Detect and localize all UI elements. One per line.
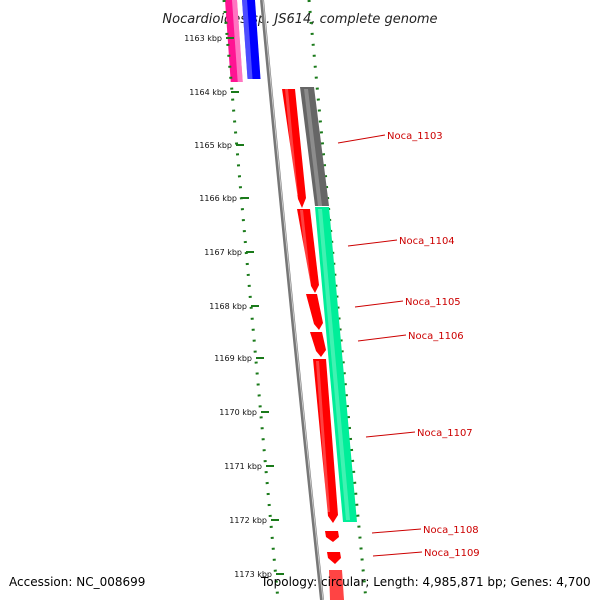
blue-feature-highlight bbox=[242, 0, 253, 79]
tick-label: 1171 kbp bbox=[224, 462, 262, 471]
gene-grey-feature[interactable] bbox=[300, 87, 329, 206]
gene-label[interactable]: Noca_1109 bbox=[424, 548, 480, 559]
cds-arrow[interactable] bbox=[329, 570, 344, 600]
tick-marks: 1163 kbp 1164 kbp 1165 kbp 1166 kbp 1167 kbp… bbox=[184, 34, 284, 579]
gene-green-feature[interactable] bbox=[315, 207, 357, 522]
accession-text: Accession: NC_008699 bbox=[9, 575, 146, 589]
gene-label[interactable]: Noca_1108 bbox=[423, 525, 479, 536]
gc-dotted-line-left bbox=[222, 0, 280, 600]
cds-arrow[interactable] bbox=[327, 552, 341, 564]
feature-highlight bbox=[285, 89, 298, 195]
magenta-feature-highlight bbox=[232, 0, 243, 82]
feature-highlight bbox=[316, 361, 330, 512]
callout-line bbox=[365, 431, 416, 438]
cds-arrow[interactable] bbox=[282, 89, 306, 208]
tick-label: 1173 kbp bbox=[234, 570, 272, 579]
cds-arrow[interactable] bbox=[306, 294, 323, 330]
tick-label: 1166 kbp bbox=[199, 194, 237, 203]
tick-label: 1169 kbp bbox=[214, 354, 252, 363]
backbone-highlight bbox=[262, 0, 324, 600]
gene-label[interactable]: Noca_1104 bbox=[399, 236, 455, 247]
top-features bbox=[225, 0, 261, 82]
gene-label[interactable]: Noca_1107 bbox=[417, 428, 473, 439]
cds-arrow[interactable] bbox=[313, 359, 338, 523]
callout-line bbox=[357, 334, 407, 342]
callout-line bbox=[347, 239, 398, 247]
tick-label: 1165 kbp bbox=[194, 141, 232, 150]
tick-label: 1167 kbp bbox=[204, 248, 242, 257]
gene-features bbox=[282, 87, 357, 600]
gene-label[interactable]: Noca_1105 bbox=[405, 297, 461, 308]
callout-line bbox=[371, 528, 422, 534]
gene-callouts: Noca_1103 Noca_1104 Noca_1105 Noca_1106 Noca… bbox=[337, 131, 480, 559]
callout-line bbox=[354, 300, 404, 308]
tick-label: 1164 kbp bbox=[189, 88, 227, 97]
tick-label: 1172 kbp bbox=[229, 516, 267, 525]
backbone-line bbox=[260, 0, 324, 600]
feature-highlight bbox=[318, 209, 350, 520]
gene-label[interactable]: Noca_1106 bbox=[408, 331, 464, 342]
cds-arrow[interactable] bbox=[297, 209, 319, 293]
callout-line bbox=[337, 134, 386, 144]
topology-text: Topology: circular; Length: 4,985,871 bp… bbox=[261, 575, 591, 589]
feature-highlight bbox=[304, 89, 322, 206]
cds-arrow[interactable] bbox=[310, 332, 326, 357]
map-title: Nocardioides sp. JS614, complete genome bbox=[162, 12, 437, 27]
cds-arrow[interactable] bbox=[325, 531, 339, 542]
gc-dotted-line-right bbox=[307, 0, 368, 600]
tick-label: 1168 kbp bbox=[209, 302, 247, 311]
tick-label: 1163 kbp bbox=[184, 34, 222, 43]
feature-highlight bbox=[300, 210, 311, 285]
gene-label[interactable]: Noca_1103 bbox=[387, 131, 443, 142]
tick-label: 1170 kbp bbox=[219, 408, 257, 417]
callout-line bbox=[372, 551, 423, 557]
